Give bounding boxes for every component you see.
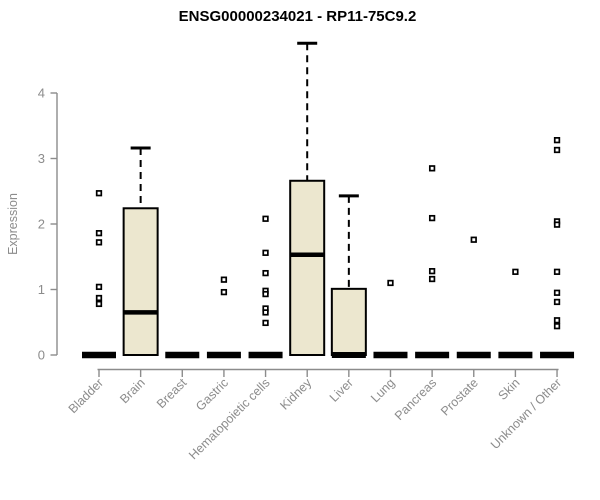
outlier-point [95,294,103,302]
category-label: Hematopoietic cells [186,376,273,463]
outlier-point [470,236,477,243]
collapsed-box [456,351,491,359]
outlier-point [95,230,103,237]
y-axis-label: Expression [6,193,20,255]
category-label: Prostate [438,376,481,419]
outlier-point [428,165,436,172]
category-label: Skin [495,376,522,403]
category-label: Gastric [193,376,231,414]
outlier-point [553,298,561,306]
collapsed-box [540,351,575,359]
box [330,287,367,356]
outlier-point [262,269,269,277]
collapsed-box [498,351,533,359]
box [122,207,159,356]
outlier-point [95,300,103,308]
outlier-point [553,146,561,154]
outlier-point [262,249,269,256]
outlier-point [95,239,103,246]
outlier-point [262,215,269,222]
outlier-point [262,309,269,316]
category-label: Lung [368,376,398,406]
outlier-point [512,268,519,275]
collapsed-box [206,351,241,359]
outlier-point [95,190,103,197]
collapsed-box [415,351,450,359]
collapsed-box [165,351,200,359]
outlier-point [220,276,228,283]
outlier-point [553,289,561,296]
collapsed-box [248,351,283,359]
outlier-point [428,268,436,275]
outlier-point [262,319,269,327]
collapsed-box [373,351,408,359]
category-label: Brain [117,376,148,407]
outlier-point [553,317,561,324]
outlier-point [220,288,228,296]
y-tick-label: 2 [38,217,45,232]
category-label: Breast [154,375,190,411]
box [289,179,326,356]
category-label: Liver [327,376,356,405]
outlier-point [387,279,394,287]
category-label: Pancreas [392,376,439,423]
outlier-point [553,221,561,228]
outlier-point [428,214,436,222]
y-tick-label: 1 [38,282,45,297]
outlier-point [95,283,103,291]
category-label: Bladder [66,376,106,416]
y-tick-label: 4 [38,86,45,101]
chart-title: ENSG00000234021 - RP11-75C9.2 [178,8,417,25]
y-tick-label: 0 [38,348,45,363]
category-label: Kidney [277,375,314,412]
collapsed-box [82,351,116,359]
outlier-point [553,268,561,275]
outlier-point [262,290,269,298]
y-tick-label: 3 [38,151,45,166]
category-label: Unknown / Other [488,376,564,452]
outlier-point [553,137,561,144]
outlier-point [553,323,561,330]
outlier-point [428,275,436,283]
